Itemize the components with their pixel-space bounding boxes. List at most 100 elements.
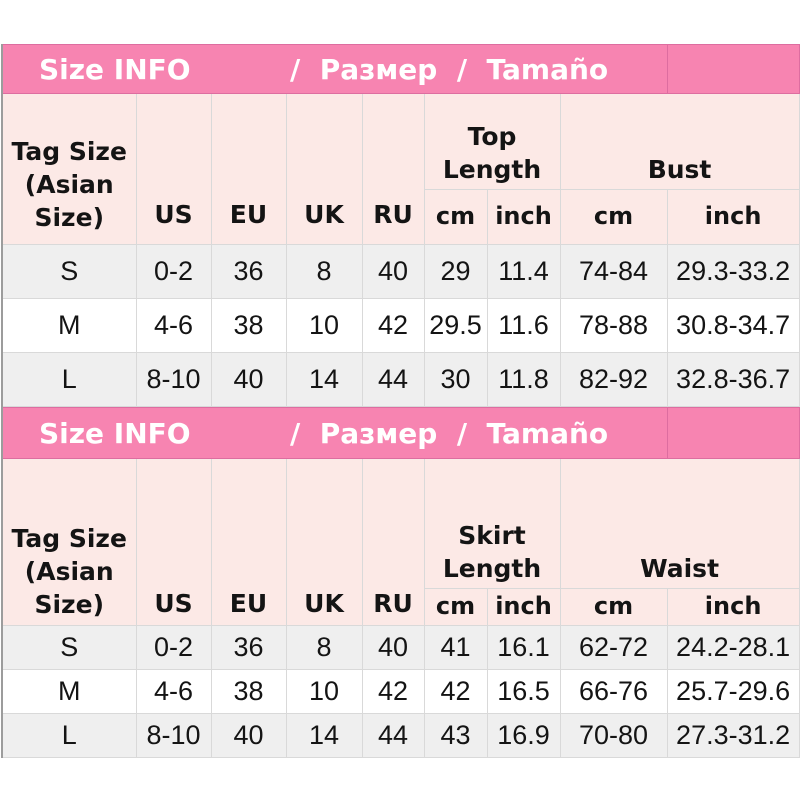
banner-title-translations: / Размер / Tamaño [290,52,609,86]
value-cell: 30.8-34.7 [666,298,800,353]
value-cell: 11.6 [486,298,561,353]
value-cell: 40 [210,713,287,758]
header-unit-row: cm inch cm inch [2,189,800,245]
banner-title-english: Size INFO [39,52,191,86]
size-table-top: Size INFO / Размер / Tamaño Tag Size (As… [1,44,800,407]
unit-inch: inch [486,588,561,626]
value-cell: 0-2 [135,244,212,299]
value-cell: 10 [285,298,363,353]
size-cell: L [1,713,137,758]
value-cell: 44 [361,352,425,407]
value-cell: 44 [361,713,425,758]
group-label-line: Waist [640,554,720,583]
header-skirt-length: Skirt Length [423,458,561,589]
value-cell: 25.7-29.6 [666,669,800,714]
group-label-line: Bust [647,155,712,184]
value-cell: 24.2-28.1 [666,625,800,670]
value-cell: 29.3-33.2 [666,244,800,299]
header-group-row: Tag Size (Asian Size) US EU UK RU Top Le… [1,93,800,245]
value-cell: 14 [285,352,363,407]
value-cell: 40 [361,625,425,670]
value-cell: 78-88 [559,298,668,353]
tag-size-header: Tag Size (Asian Size) [1,458,137,626]
banner-title-translations: / Размер / Tamaño [290,416,609,450]
size-row-s: S 0-2 36 8 40 29 11.4 74-84 29.3-33.2 [1,244,800,299]
value-cell: 82-92 [559,352,668,407]
value-cell: 29.5 [423,298,488,353]
value-cell: 27.3-31.2 [666,713,800,758]
size-cell: L [1,352,137,407]
unit-inch: inch [666,588,800,626]
group-label-line: Length [442,554,542,583]
value-cell: 36 [210,244,287,299]
tag-size-line: Size) [34,203,104,232]
size-chart-sheet: Size INFO / Размер / Tamaño Tag Size (As… [1,44,800,758]
value-cell: 66-76 [559,669,668,714]
value-cell: 4-6 [135,669,212,714]
tag-size-line: Tag Size [11,137,127,166]
value-cell: 42 [361,669,425,714]
value-cell: 11.4 [486,244,561,299]
header-ru: RU [361,458,425,626]
value-cell: 8 [285,244,363,299]
value-cell: 40 [210,352,287,407]
value-cell: 42 [361,298,425,353]
value-cell: 0-2 [135,625,212,670]
banner-title: Size INFO / Размер / Tamaño [3,52,666,86]
group-label-line: Skirt [458,521,526,550]
value-cell: 38 [210,298,287,353]
size-table-bottom: Size INFO / Размер / Tamaño Tag Size (As… [1,407,800,758]
value-cell: 40 [361,244,425,299]
unit-cm: cm [423,189,488,245]
unit-inch: inch [486,189,561,245]
banner-empty-cell [666,44,800,94]
header-us: US [135,93,212,245]
header-top-length: Top Length [423,93,561,190]
value-cell: 8 [285,625,363,670]
unit-cm: cm [423,588,488,626]
tag-size-line: (Asian [24,557,114,586]
header-unit-row: cm inch cm inch [2,588,800,626]
size-cell: S [1,625,137,670]
tag-size-line: Size) [34,590,104,619]
banner-row: Size INFO / Размер / Tamaño [1,44,800,94]
banner-title-english: Size INFO [39,416,191,450]
value-cell: 32.8-36.7 [666,352,800,407]
tag-size-header: Tag Size (Asian Size) [1,93,137,245]
value-cell: 36 [210,625,287,670]
size-row-s: S 0-2 36 8 40 41 16.1 62-72 24.2-28.1 [1,625,800,670]
size-row-l: L 8-10 40 14 44 43 16.9 70-80 27.3-31.2 [1,713,800,758]
header-group-row: Tag Size (Asian Size) US EU UK RU Skirt … [1,458,800,626]
size-row-m: M 4-6 38 10 42 42 16.5 66-76 25.7-29.6 [1,669,800,714]
unit-cm: cm [559,588,668,626]
size-cell: M [1,298,137,353]
value-cell: 16.9 [486,713,561,758]
value-cell: 43 [423,713,488,758]
value-cell: 8-10 [135,352,212,407]
tag-size-line: Tag Size [11,524,127,553]
banner-cell: Size INFO / Размер / Tamaño [1,407,668,459]
banner-cell: Size INFO / Размер / Tamaño [1,44,668,94]
value-cell: 10 [285,669,363,714]
size-row-l: L 8-10 40 14 44 30 11.8 82-92 32.8-36.7 [1,352,800,407]
header-eu: EU [210,93,287,245]
value-cell: 62-72 [559,625,668,670]
banner-title: Size INFO / Размер / Tamaño [3,416,666,450]
unit-inch: inch [666,189,800,245]
header-ru: RU [361,93,425,245]
value-cell: 16.5 [486,669,561,714]
size-cell: S [1,244,137,299]
value-cell: 16.1 [486,625,561,670]
value-cell: 74-84 [559,244,668,299]
size-cell: M [1,669,137,714]
value-cell: 42 [423,669,488,714]
header-uk: UK [285,458,363,626]
tag-size-line: (Asian [24,170,114,199]
banner-empty-cell [666,407,800,459]
header-eu: EU [210,458,287,626]
value-cell: 30 [423,352,488,407]
value-cell: 29 [423,244,488,299]
value-cell: 8-10 [135,713,212,758]
value-cell: 70-80 [559,713,668,758]
value-cell: 41 [423,625,488,670]
